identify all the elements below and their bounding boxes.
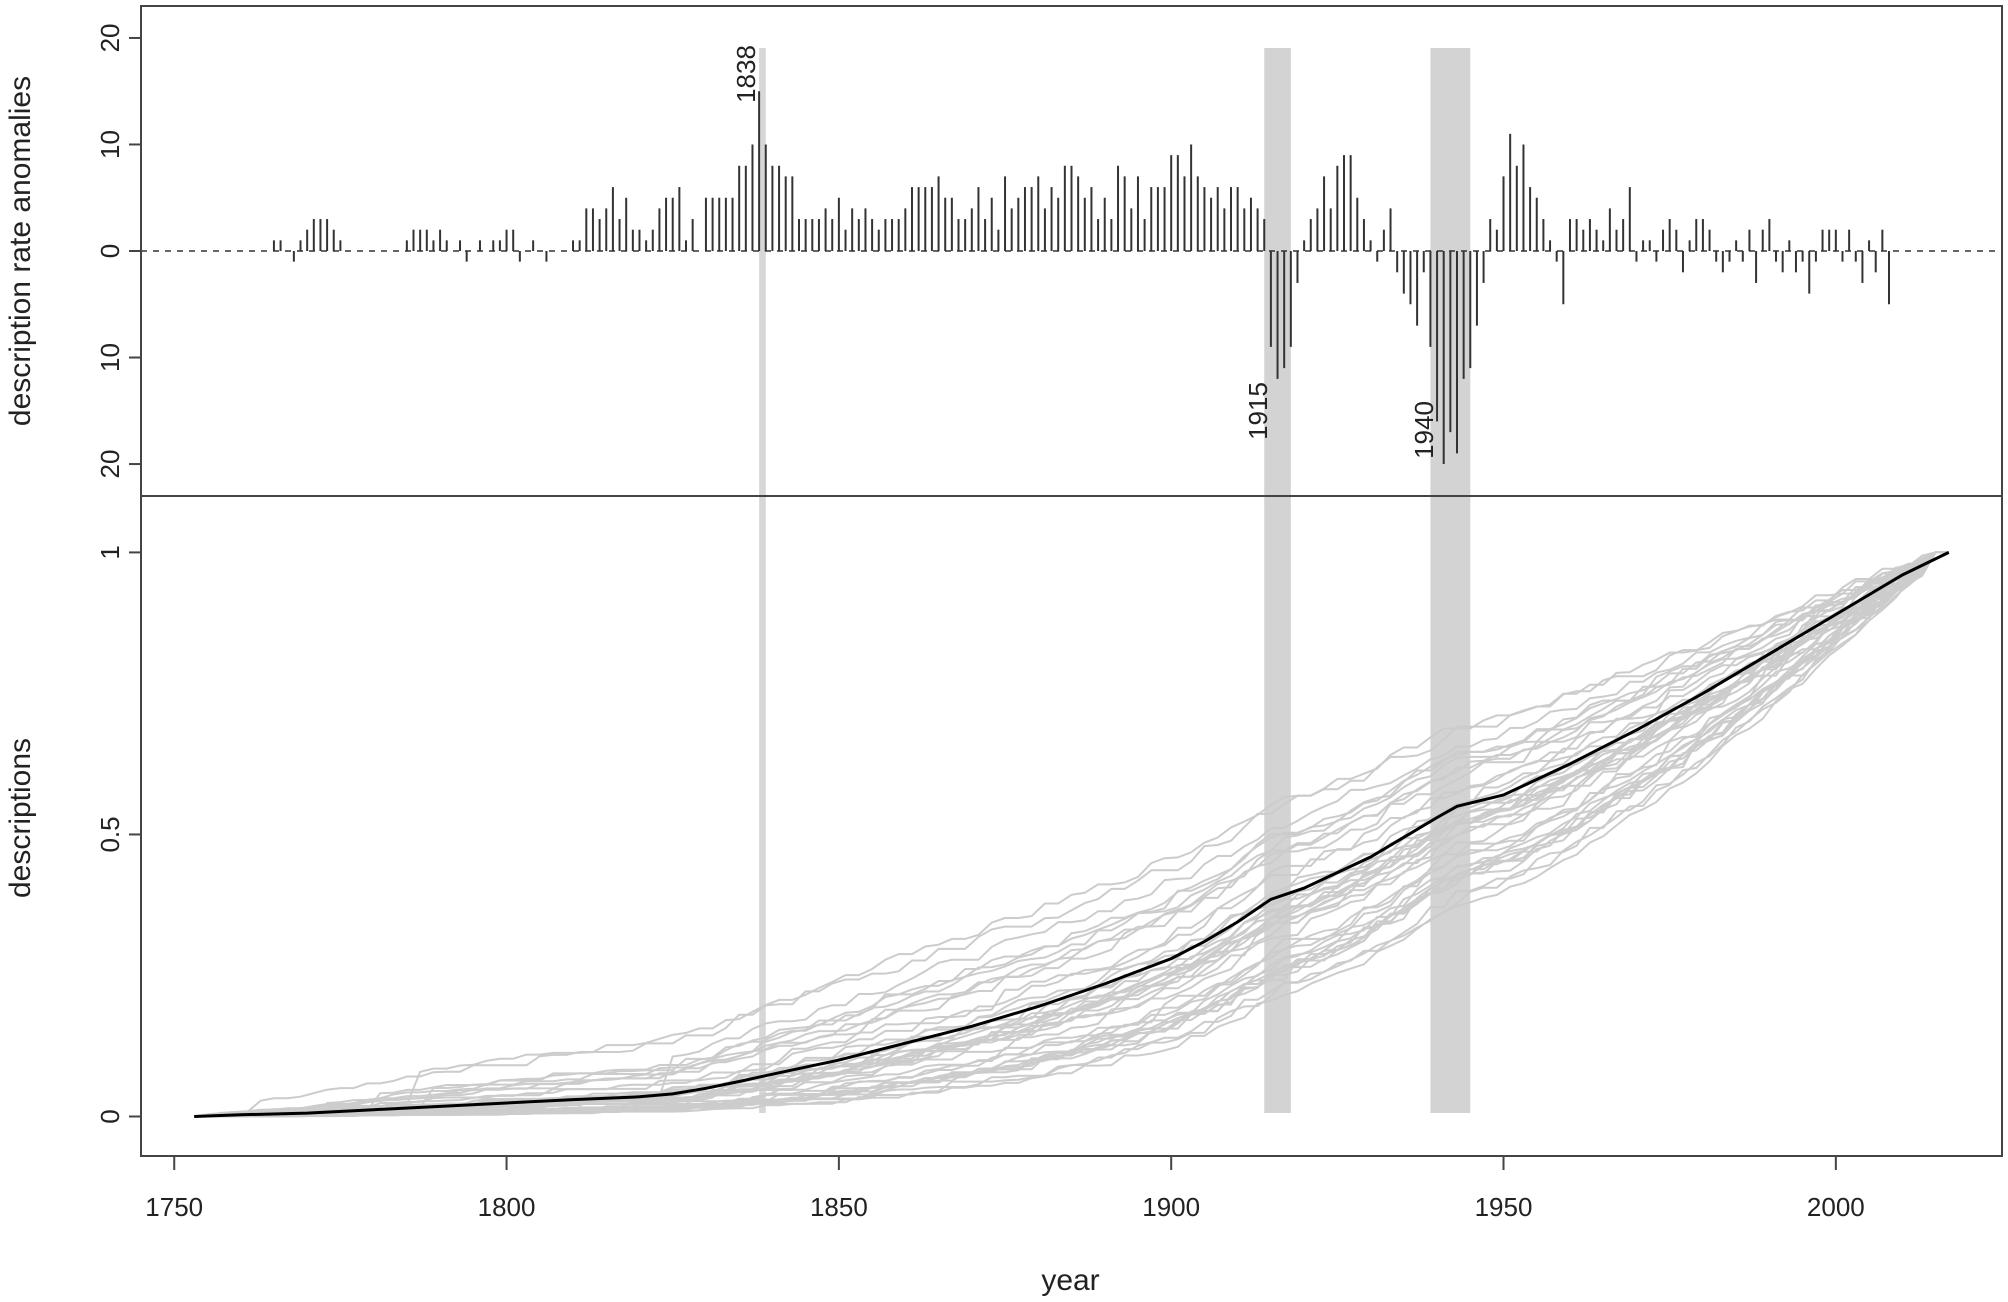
year-annotation-label: 1838 — [731, 45, 761, 103]
background-series-line — [194, 551, 1949, 1118]
y-tick-label: 20 — [95, 23, 125, 52]
background-series-line — [194, 551, 1949, 1118]
x-tick-label: 1750 — [145, 1192, 203, 1222]
anomaly-y-axis-label: description rate anomalies — [4, 76, 37, 426]
cumulative-panel: 00.51 1750 1800 1850 1900 1950 2000 descripti… — [4, 545, 1950, 1297]
year-annotations: 1838 1915 1940 — [731, 45, 1439, 459]
descriptions-y-axis: 00.51 — [95, 545, 141, 1124]
y-tick-label: 1 — [95, 545, 125, 559]
background-series-line — [194, 551, 1949, 1118]
background-series-line — [194, 551, 1949, 1118]
background-series-line — [194, 551, 1949, 1118]
anomaly-bars — [272, 91, 1891, 465]
highlight-band — [1430, 48, 1471, 1113]
year-annotation-label: 1940 — [1409, 401, 1439, 459]
y-tick-label: 0 — [95, 1109, 125, 1123]
background-series-lines — [194, 551, 1949, 1118]
highlight-band — [759, 48, 766, 1113]
y-tick-label: 10 — [95, 343, 125, 372]
background-series-line — [194, 551, 1949, 1118]
y-tick-label: 10 — [95, 130, 125, 159]
x-tick-label: 1850 — [810, 1192, 868, 1222]
y-tick-label: 20 — [95, 450, 125, 479]
anomaly-y-axis: 20 10 0 10 20 — [95, 23, 141, 479]
descriptions-y-axis-label: descriptions — [4, 738, 37, 898]
cumulative-panel-frame — [140, 495, 2003, 1157]
background-series-line — [194, 551, 1949, 1118]
background-series-line — [194, 551, 1949, 1118]
x-tick-label: 2000 — [1807, 1192, 1865, 1222]
y-tick-label: 0.5 — [95, 816, 125, 852]
background-series-line — [194, 551, 1949, 1118]
year-annotation-label: 1915 — [1243, 382, 1273, 440]
x-tick-label: 1950 — [1475, 1192, 1533, 1222]
mean-series-line — [194, 551, 1950, 1118]
x-tick-label: 1800 — [478, 1192, 536, 1222]
year-x-axis: 1750 1800 1850 1900 1950 2000 — [145, 1156, 1865, 1222]
year-x-axis-label: year — [1041, 1264, 1099, 1297]
y-tick-label: 0 — [95, 244, 125, 258]
x-tick-label: 1900 — [1142, 1192, 1200, 1222]
anomaly-panel: 1838 1915 1940 20 10 0 10 20 description rate … — [4, 23, 2002, 479]
